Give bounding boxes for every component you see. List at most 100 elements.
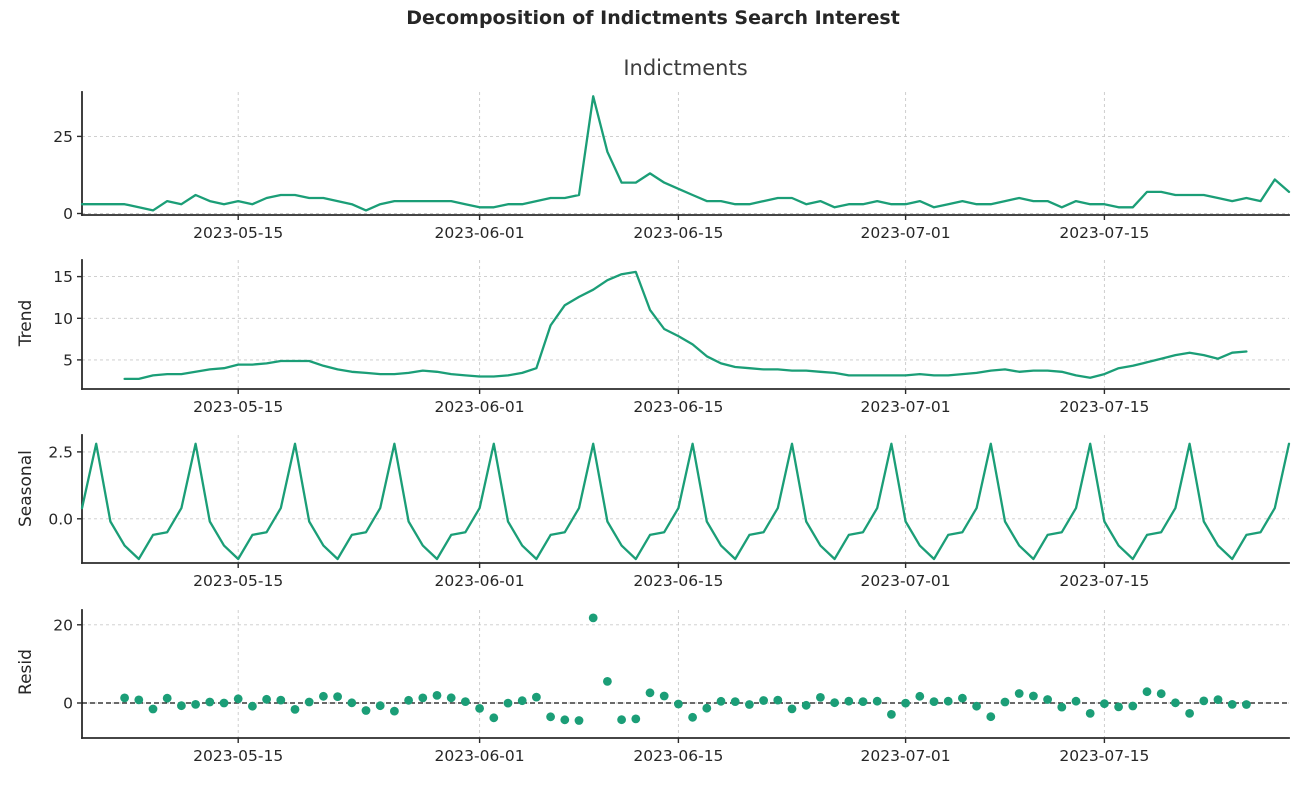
y-tick-label: 10 [53, 310, 73, 328]
residual-point [617, 715, 626, 725]
residual-point [1114, 702, 1123, 712]
y-tick-label: 15 [53, 268, 73, 286]
residual-point [390, 706, 399, 716]
residual-point [1156, 689, 1166, 699]
residual-point [816, 693, 825, 702]
x-tick-label: 2023-05-15 [193, 224, 283, 242]
y-tick-label: 2.5 [48, 443, 73, 461]
x-tick-label: 2023-07-01 [861, 747, 951, 765]
residual-point [489, 713, 499, 723]
x-tick-label: 2023-07-01 [861, 224, 951, 242]
residual-point [134, 695, 144, 705]
residual-point [262, 694, 271, 704]
residual-point [1057, 702, 1067, 712]
residual-point [972, 701, 981, 711]
residual-point [219, 698, 229, 708]
residual-point [901, 698, 910, 708]
residual-point [787, 704, 797, 714]
residual-point [659, 691, 669, 701]
residual-point [120, 693, 129, 703]
residual-point [674, 699, 683, 709]
residual-point [1227, 700, 1237, 709]
y-tick-label: 5 [63, 351, 73, 369]
residual-point [1213, 695, 1223, 704]
residual-point [432, 691, 442, 700]
residual-point [958, 693, 967, 703]
x-tick-label: 2023-07-15 [1059, 747, 1149, 765]
residual-point [1029, 691, 1038, 701]
residual-point [560, 715, 570, 725]
trend-line [123, 270, 1248, 381]
residual-point [801, 700, 811, 710]
residual-point [716, 696, 726, 706]
residual-point [290, 705, 300, 714]
y-tick-label: 0.0 [48, 510, 73, 528]
x-tick-label: 2023-06-01 [435, 747, 525, 765]
residual-point [361, 706, 371, 715]
x-tick-label: 2023-06-15 [633, 224, 723, 242]
residual-point [503, 698, 513, 708]
x-tick-label: 2023-06-15 [633, 572, 723, 590]
observed-subplot: 0 25 2023-05-15 2023-06-01 2023-06-15 2023-07… [53, 91, 1291, 242]
residual-point [858, 697, 868, 706]
seasonal-line [80, 442, 1291, 561]
x-tick-label: 2023-07-15 [1059, 572, 1149, 590]
residual-point [1100, 699, 1109, 709]
residual-point [1128, 701, 1138, 711]
residual-point [773, 695, 783, 705]
residual-point [1014, 689, 1024, 698]
figure-suptitle: Decomposition of Indictments Search Inte… [406, 7, 900, 29]
residual-point [404, 695, 413, 705]
x-tick-label: 2023-05-15 [193, 572, 283, 590]
residual-point [645, 688, 655, 698]
residual-point [830, 698, 839, 708]
residual-point [872, 696, 882, 706]
residual-point [276, 695, 286, 705]
residual-point [1199, 696, 1209, 706]
y-tick-label: 0 [63, 695, 73, 713]
residual-point [887, 710, 896, 719]
y-tick-label: 0 [63, 205, 73, 223]
residual-point [1171, 698, 1180, 708]
residual-point [688, 712, 697, 722]
x-tick-label: 2023-07-15 [1059, 224, 1149, 242]
residual-point [177, 701, 186, 711]
residual-point [418, 693, 428, 703]
observed-panel-title: Indictments [623, 56, 748, 80]
residual-point [517, 696, 527, 706]
residual-point [191, 700, 201, 709]
y-tick-label: 25 [53, 128, 73, 146]
trend-subplot: 5 10 15 2023-05-15 2023-06-01 2023-06-15 2023-… [53, 259, 1290, 416]
residual-point [475, 704, 484, 713]
y-tick-label: 20 [53, 616, 73, 634]
residual-point [603, 677, 612, 686]
residual-point [702, 703, 712, 713]
residual-point [1071, 696, 1081, 706]
residual-point [319, 691, 328, 701]
residual-point [943, 696, 953, 706]
residual-point [631, 714, 641, 724]
residual-point [915, 691, 925, 701]
residual-point [205, 697, 215, 707]
residual-point [148, 704, 158, 714]
residual-point [162, 693, 172, 703]
x-tick-label: 2023-07-01 [861, 572, 951, 590]
residual-point [1185, 709, 1194, 718]
residual-point [745, 700, 754, 709]
residual-point [730, 697, 740, 706]
residual-point [375, 701, 385, 711]
x-tick-label: 2023-06-01 [435, 398, 525, 416]
x-tick-label: 2023-06-01 [435, 224, 525, 242]
residual-point [844, 696, 854, 706]
residual-point [1142, 687, 1152, 697]
x-tick-label: 2023-07-15 [1059, 398, 1149, 416]
residual-point [1242, 700, 1251, 709]
residual-point [1085, 709, 1095, 718]
residual-point [929, 697, 939, 706]
residual-point [461, 697, 470, 706]
residual-point [759, 696, 768, 705]
residual-point [574, 716, 584, 725]
residual-point [446, 693, 456, 703]
resid-subplot: 0 20 2023-05-15 2023-06-01 2023-06-15 2023-07… [53, 609, 1290, 765]
